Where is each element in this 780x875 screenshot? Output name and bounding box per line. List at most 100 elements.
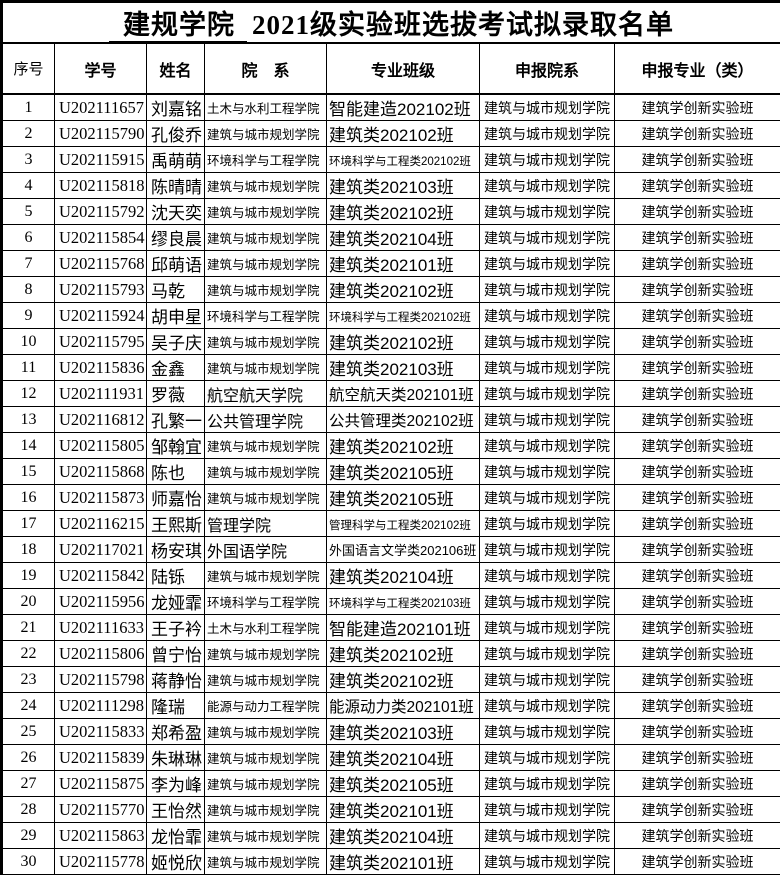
cell-index: 13 — [1, 406, 55, 433]
cell-major_class: 建筑类202103班 — [326, 354, 480, 381]
cell-department: 建筑与城市规划学院 — [204, 640, 327, 667]
cell-applied_department: 建筑与城市规划学院 — [479, 770, 615, 797]
cell-text: 建筑与城市规划学院 — [207, 777, 320, 792]
cell-text: U202115863 — [59, 825, 145, 845]
cell-text: 建筑与城市规划学院 — [207, 803, 320, 818]
cell-name: 缪良晨 — [146, 224, 205, 251]
cell-applied_major: 建筑学创新实验班 — [613, 848, 780, 875]
cell-name: 郑希盈 — [146, 718, 205, 745]
cell-name: 孔俊乔 — [146, 120, 205, 147]
cell-text: 建筑学创新实验班 — [641, 99, 754, 116]
cell-index: 16 — [1, 484, 55, 511]
cell-name: 龙娅霏 — [146, 588, 205, 615]
cell-text: 航空航天学院 — [207, 387, 304, 405]
cell-text: 建筑学创新实验班 — [641, 775, 754, 792]
cell-name: 陈也 — [146, 458, 205, 485]
cell-text: 建筑与城市规划学院 — [484, 853, 610, 870]
cell-text: 杨安琪 — [151, 542, 202, 561]
table-row: 29 U202115863 龙怡霏 建筑与城市规划学院 建筑类202104班 建筑与城市规… — [1, 822, 780, 849]
cell-text: 建筑类202102班 — [329, 646, 454, 665]
table-row: 27 U202115875 李为峰 建筑与城市规划学院 建筑类202105班 建筑与城市规… — [1, 770, 780, 797]
cell-text: 建筑与城市规划学院 — [207, 205, 320, 220]
cell-text: 建筑与城市规划学院 — [484, 697, 610, 714]
cell-text: 27 — [20, 774, 37, 792]
cell-text: 建筑与城市规划学院 — [484, 827, 610, 844]
cell-applied_major: 建筑学创新实验班 — [613, 692, 780, 719]
cell-department: 建筑与城市规划学院 — [204, 120, 327, 147]
cell-text: 吴子庆 — [151, 334, 202, 353]
cell-index: 12 — [1, 380, 55, 407]
cell-applied_major: 建筑学创新实验班 — [613, 302, 780, 329]
cell-text: 孔俊乔 — [151, 126, 202, 145]
cell-text: U202116812 — [59, 409, 145, 429]
cell-text: U202115806 — [59, 643, 145, 663]
cell-major_class: 建筑类202101班 — [326, 250, 480, 277]
cell-text: 建筑学创新实验班 — [641, 489, 754, 506]
cell-text: 建筑与城市规划学院 — [484, 333, 610, 350]
cell-text: 建筑与城市规划学院 — [207, 257, 320, 272]
cell-text: 建筑学创新实验班 — [641, 177, 754, 194]
cell-applied_department: 建筑与城市规划学院 — [479, 796, 615, 823]
cell-text: 建筑与城市规划学院 — [207, 751, 320, 766]
cell-text: 建筑与城市规划学院 — [484, 801, 610, 818]
cell-text: 建筑学创新实验班 — [641, 463, 754, 480]
cell-applied_department: 建筑与城市规划学院 — [479, 93, 615, 121]
cell-text: 建筑与城市规划学院 — [207, 179, 320, 194]
cell-index: 30 — [1, 848, 55, 875]
table-row: 5 U202115792 沈天奕 建筑与城市规划学院 建筑类202102班 建筑与城市规划… — [1, 198, 780, 225]
cell-text: 建筑类202105班 — [329, 776, 454, 795]
cell-department: 建筑与城市规划学院 — [204, 848, 327, 875]
cell-index: 21 — [1, 614, 55, 641]
cell-text: 16 — [20, 488, 37, 506]
cell-text: 龙娅霏 — [151, 594, 202, 613]
cell-text: 建筑与城市规划学院 — [484, 645, 610, 662]
cell-applied_department: 建筑与城市规划学院 — [479, 276, 615, 303]
cell-applied_department: 建筑与城市规划学院 — [479, 354, 615, 381]
cell-text: 建筑学创新实验班 — [641, 541, 754, 558]
cell-student_id: U202111633 — [54, 614, 147, 641]
cell-text: 陆铄 — [151, 568, 185, 587]
cell-applied_major: 建筑学创新实验班 — [613, 380, 780, 407]
table-row: 16 U202115873 师嘉怡 建筑与城市规划学院 建筑类202105班 建筑与城市规… — [1, 484, 780, 511]
cell-text: U202115790 — [59, 123, 145, 143]
cell-index: 25 — [1, 718, 55, 745]
cell-text: 王熙斯 — [151, 516, 202, 535]
cell-applied_department: 建筑与城市规划学院 — [479, 302, 615, 329]
cell-index: 14 — [1, 432, 55, 459]
cell-major_class: 建筑类202104班 — [326, 562, 480, 589]
cell-applied_department: 建筑与城市规划学院 — [479, 744, 615, 771]
cell-applied_department: 建筑与城市规划学院 — [479, 172, 615, 199]
cell-applied_major: 建筑学创新实验班 — [613, 146, 780, 173]
cell-text: U202111931 — [59, 383, 144, 403]
cell-text: 建筑与城市规划学院 — [484, 437, 610, 454]
table-row: 24 U202111298 隆瑞 能源与动力工程学院 能源动力类202101班 建筑与城市… — [1, 692, 780, 719]
cell-student_id: U202115833 — [54, 718, 147, 745]
column-header-index: 序号 — [1, 42, 55, 95]
cell-text: 10 — [20, 332, 37, 350]
cell-major_class: 环境科学与工程类202102班 — [326, 146, 480, 173]
table-row: 13 U202116812 孔繁一 公共管理学院 公共管理类202102班 建筑与城市规划… — [1, 406, 780, 433]
cell-text: 建筑类202102班 — [329, 204, 454, 223]
cell-student_id: U202115924 — [54, 302, 147, 329]
cell-text: 刘嘉铭 — [151, 100, 202, 119]
cell-text: U202117021 — [59, 539, 145, 559]
cell-text: 建筑与城市规划学院 — [484, 567, 610, 584]
cell-student_id: U202117021 — [54, 536, 147, 563]
table-row: 9 U202115924 胡申星 环境科学与工程学院 环境科学与工程类202102班 建筑… — [1, 302, 780, 329]
cell-applied_major: 建筑学创新实验班 — [613, 536, 780, 563]
cell-text: 环境科学与工程类202102班 — [329, 155, 471, 168]
cell-text: 建筑类202103班 — [329, 360, 454, 379]
cell-index: 3 — [1, 146, 55, 173]
cell-name: 金鑫 — [146, 354, 205, 381]
cell-text: 1 — [24, 98, 33, 116]
cell-text: 沈天奕 — [151, 204, 202, 223]
cell-student_id: U202115836 — [54, 354, 147, 381]
cell-text: 建筑学创新实验班 — [641, 671, 754, 688]
table-row: 23 U202115798 蒋静怡 建筑与城市规划学院 建筑类202102班 建筑与城市规… — [1, 666, 780, 693]
cell-text: 王怡然 — [151, 802, 202, 821]
cell-text: 郑希盈 — [151, 724, 202, 743]
cell-major_class: 建筑类202102班 — [326, 432, 480, 459]
cell-student_id: U202115873 — [54, 484, 147, 511]
cell-text: 24 — [20, 696, 37, 714]
